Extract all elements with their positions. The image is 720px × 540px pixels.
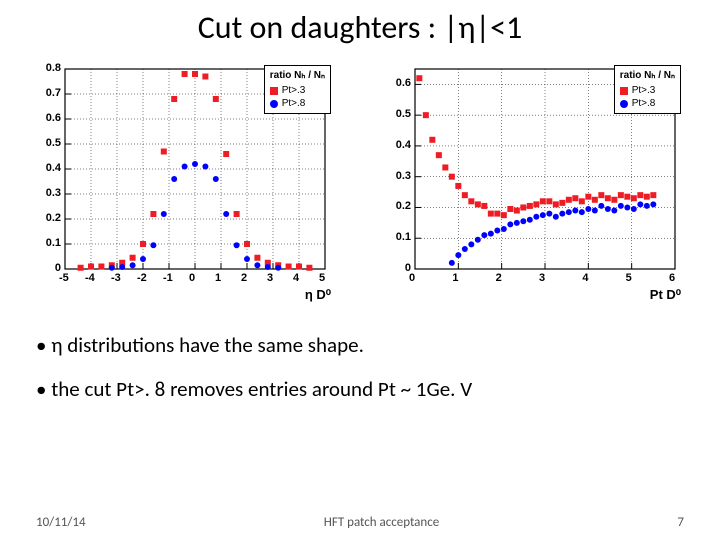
ytick-label: 0.4	[46, 162, 61, 174]
xtick-label: -3	[111, 272, 121, 284]
bullet-1: • η distributions have the same shape.	[36, 331, 684, 359]
ytick-label: 0.2	[396, 200, 411, 212]
ytick-label: 0.3	[396, 170, 411, 182]
xtick-label: -2	[137, 272, 147, 284]
xtick-label: 1	[452, 272, 458, 284]
ytick-label: 0.2	[46, 212, 61, 224]
legend-label: Pt>.3	[282, 84, 306, 97]
ytick-label: 0.1	[46, 237, 61, 249]
xtick-label: 3	[539, 272, 545, 284]
legend-title-right: ratio Nₕ / Nₙ	[620, 69, 675, 82]
square-marker-icon	[270, 87, 278, 95]
legend-label: Pt>.8	[282, 97, 306, 110]
slide-title: Cut on daughters : |η|<1	[0, 0, 720, 47]
xaxis-label-left: η D⁰	[305, 287, 331, 303]
bullet-list: • η distributions have the same shape. •…	[0, 309, 720, 404]
xtick-label: -1	[163, 272, 173, 284]
xtick-label: -4	[85, 272, 95, 284]
xtick-label: 6	[669, 272, 675, 284]
legend-label: Pt>.3	[632, 84, 656, 97]
ytick-label: 0.5	[46, 137, 61, 149]
xtick-label: 1	[215, 272, 221, 284]
legend-item-2-right: Pt>.8	[620, 97, 675, 110]
xtick-label: 5	[319, 272, 325, 284]
bullet-2: • the cut Pt>. 8 removes entries around …	[36, 375, 684, 403]
circle-marker-icon	[270, 100, 278, 108]
chart-eta: ratio Nₕ / Nₙ Pt>.3 Pt>.8 η D⁰ -5-4-3-2-…	[25, 59, 345, 309]
xaxis-label-right: Pt D⁰	[650, 287, 681, 303]
legend-label: Pt>.8	[632, 97, 656, 110]
chart-pt: ratio Nₕ / Nₙ Pt>.3 Pt>.8 Pt D⁰ 0 1 2 3 4 5 6 0…	[375, 59, 695, 309]
legend-item-1-left: Pt>.3	[270, 84, 325, 97]
xtick-label: 3	[267, 272, 273, 284]
ytick-label: 0	[55, 262, 61, 274]
legend-left: ratio Nₕ / Nₙ Pt>.3 Pt>.8	[264, 65, 331, 114]
ytick-label: 0.5	[396, 108, 411, 120]
circle-marker-icon	[620, 100, 628, 108]
xtick-label: 4	[582, 272, 588, 284]
xtick-label: 4	[293, 272, 299, 284]
ytick-label: 0.3	[46, 187, 61, 199]
ytick-label: 0	[405, 262, 411, 274]
legend-title-left: ratio Nₕ / Nₙ	[270, 69, 325, 82]
footer-date: 10/11/14	[36, 515, 86, 530]
legend-right: ratio Nₕ / Nₙ Pt>.3 Pt>.8	[614, 65, 681, 114]
footer-page: 7	[677, 515, 684, 530]
legend-item-2-left: Pt>.8	[270, 97, 325, 110]
square-marker-icon	[620, 87, 628, 95]
ytick-label: 0.7	[46, 87, 61, 99]
xtick-label: 0	[189, 272, 195, 284]
ytick-label: 0.4	[396, 139, 411, 151]
ytick-label: 0.8	[46, 62, 61, 74]
legend-item-1-right: Pt>.3	[620, 84, 675, 97]
ytick-label: 0.6	[46, 112, 61, 124]
ytick-label: 0.6	[396, 77, 411, 89]
xtick-label: 2	[496, 272, 502, 284]
footer-center: HFT patch acceptance	[324, 515, 439, 530]
ytick-label: 0.1	[396, 231, 411, 243]
charts-row: ratio Nₕ / Nₙ Pt>.3 Pt>.8 η D⁰ -5-4-3-2-…	[0, 47, 720, 309]
xtick-label: 5	[626, 272, 632, 284]
xtick-label: 2	[241, 272, 247, 284]
slide-footer: 10/11/14 HFT patch acceptance 7	[0, 515, 720, 530]
